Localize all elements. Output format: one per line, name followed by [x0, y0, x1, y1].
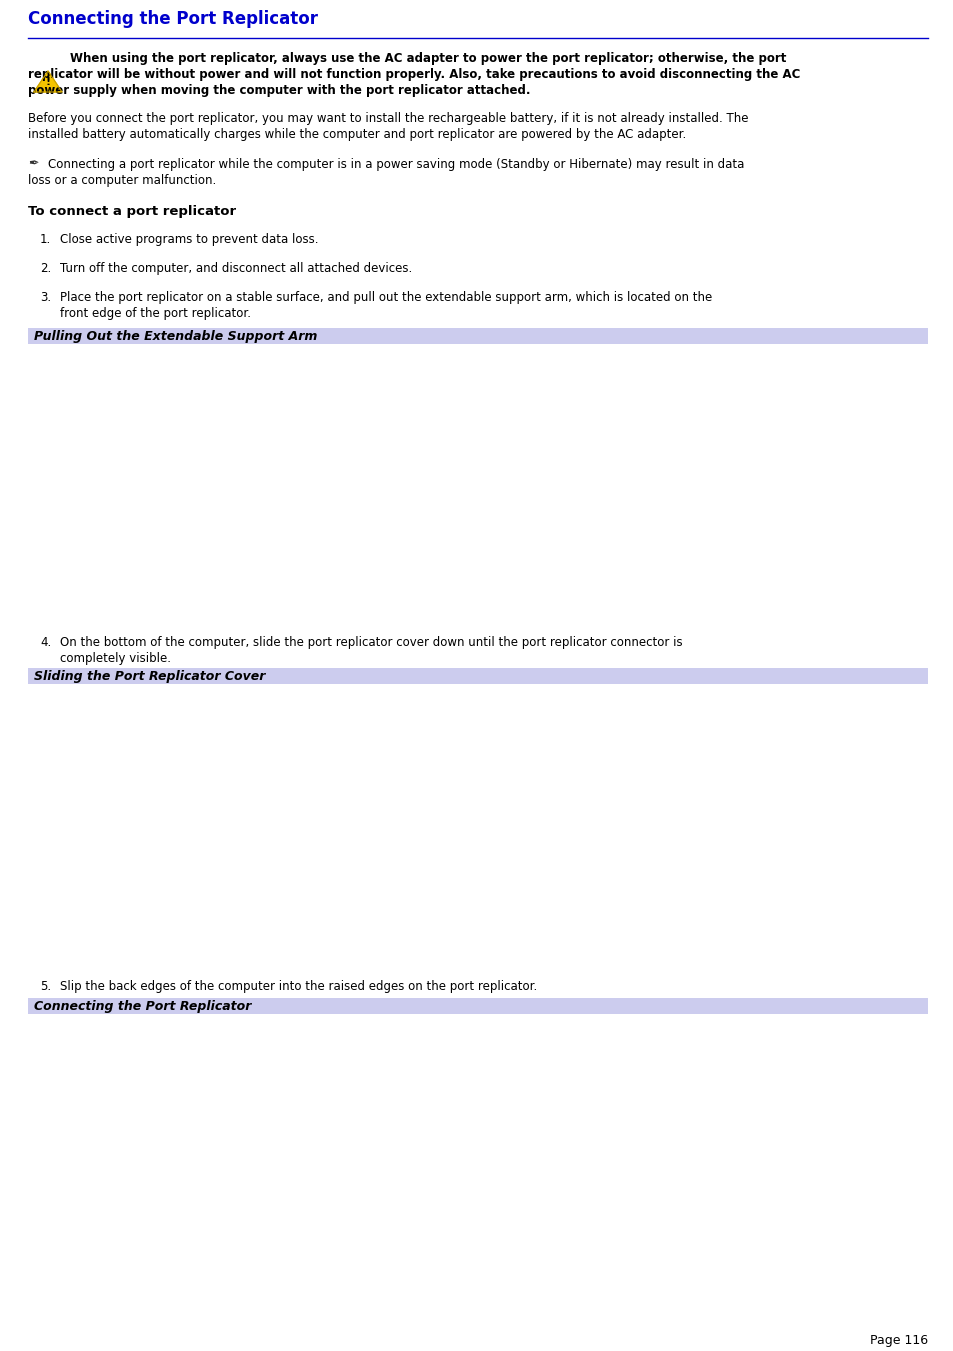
Text: 1.: 1. — [40, 232, 51, 246]
Text: To connect a port replicator: To connect a port replicator — [28, 205, 236, 218]
Text: Connecting the Port Replicator: Connecting the Port Replicator — [28, 9, 317, 28]
Text: On the bottom of the computer, slide the port replicator cover down until the po: On the bottom of the computer, slide the… — [60, 636, 682, 648]
Bar — [28, 667, 927, 684]
Text: Pulling Out the Extendable Support Arm: Pulling Out the Extendable Support Arm — [34, 330, 317, 343]
Text: Place the port replicator on a stable surface, and pull out the extendable suppo: Place the port replicator on a stable su… — [60, 290, 712, 304]
Text: Before you connect the port replicator, you may want to install the rechargeable: Before you connect the port replicator, … — [28, 112, 748, 126]
Text: installed battery automatically charges while the computer and port replicator a: installed battery automatically charges … — [28, 128, 685, 141]
Text: front edge of the port replicator.: front edge of the port replicator. — [60, 307, 251, 320]
Text: Sliding the Port Replicator Cover: Sliding the Port Replicator Cover — [34, 670, 265, 684]
Text: Close active programs to prevent data loss.: Close active programs to prevent data lo… — [60, 232, 318, 246]
Polygon shape — [34, 72, 62, 92]
Text: !: ! — [46, 77, 51, 86]
Text: Connecting a port replicator while the computer is in a power saving mode (Stand: Connecting a port replicator while the c… — [48, 158, 743, 172]
Text: When using the port replicator, always use the AC adapter to power the port repl: When using the port replicator, always u… — [70, 51, 785, 65]
Text: ✒: ✒ — [28, 158, 38, 172]
Text: power supply when moving the computer with the port replicator attached.: power supply when moving the computer wi… — [28, 84, 530, 97]
Text: Slip the back edges of the computer into the raised edges on the port replicator: Slip the back edges of the computer into… — [60, 979, 537, 993]
Text: 5.: 5. — [40, 979, 51, 993]
Text: 4.: 4. — [40, 636, 51, 648]
Text: 2.: 2. — [40, 262, 51, 276]
Text: completely visible.: completely visible. — [60, 653, 171, 665]
Bar — [28, 998, 927, 1015]
Text: loss or a computer malfunction.: loss or a computer malfunction. — [28, 174, 216, 186]
Text: Connecting the Port Replicator: Connecting the Port Replicator — [34, 1000, 251, 1013]
Text: Page 116: Page 116 — [869, 1333, 927, 1347]
Text: 3.: 3. — [40, 290, 51, 304]
Text: replicator will be without power and will not function properly. Also, take prec: replicator will be without power and wil… — [28, 68, 800, 81]
Text: Turn off the computer, and disconnect all attached devices.: Turn off the computer, and disconnect al… — [60, 262, 412, 276]
Bar — [28, 328, 927, 345]
